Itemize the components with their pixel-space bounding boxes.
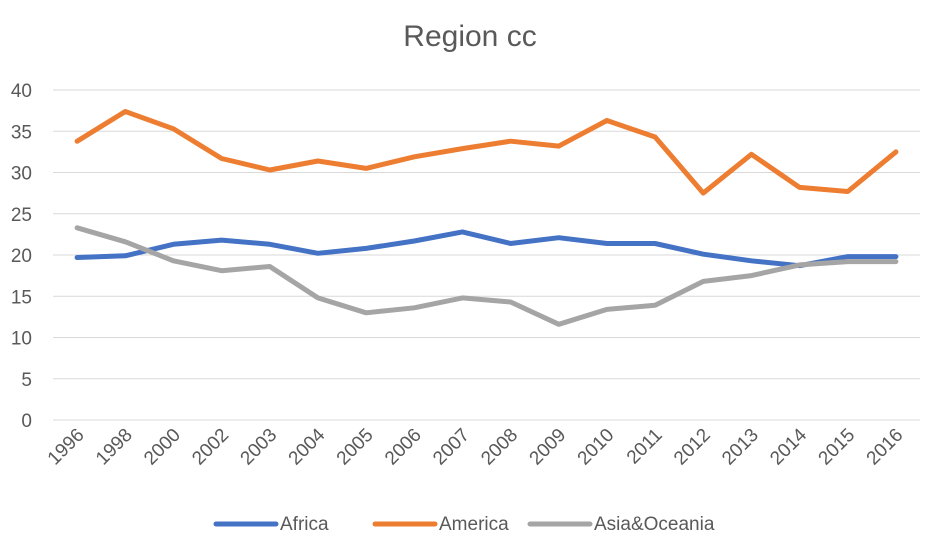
x-tick-label: 2015 [815, 425, 860, 470]
y-tick-label: 40 [11, 81, 32, 102]
x-tick-label: 2005 [333, 425, 378, 470]
y-tick-label: 35 [11, 122, 32, 143]
x-tick-label: 2006 [381, 425, 426, 470]
x-tick-label: 2007 [429, 425, 474, 470]
x-tick-label: 2012 [670, 425, 715, 470]
x-tick-label: 2003 [237, 425, 282, 470]
series-line-america [74, 109, 899, 196]
series-line-asia-oceania [74, 225, 899, 327]
x-tick-label: 1996 [44, 425, 89, 470]
x-tick-label: 2002 [188, 425, 233, 470]
legend-item: America [372, 514, 509, 535]
y-tick-label: 0 [21, 411, 32, 432]
x-tick-label: 2014 [766, 424, 811, 469]
legend-label: America [439, 514, 509, 535]
x-tick-label: 2013 [718, 425, 763, 470]
x-tick-label: 2000 [140, 425, 185, 470]
legend-item: Asia&Oceania [527, 514, 715, 535]
x-tick-label: 2011 [623, 425, 667, 469]
x-tick-label: 2008 [477, 425, 522, 470]
y-tick-label: 10 [11, 329, 32, 350]
x-tick-label: 2004 [285, 424, 330, 469]
x-tick-label: 2016 [863, 425, 908, 470]
x-tick-label: 1998 [92, 425, 137, 470]
y-tick-label: 5 [21, 370, 32, 391]
series-line-africa [74, 229, 899, 269]
y-tick-label: 30 [11, 164, 32, 185]
x-axis-ticks: 1996 1998 2000 2002 2003 2004 2005 2006 2007 2008… [44, 424, 908, 469]
legend-label: Africa [280, 514, 329, 535]
y-tick-label: 20 [11, 246, 32, 267]
legend: Africa America Asia&Oceania [213, 514, 715, 535]
legend-item: Africa [213, 514, 329, 535]
y-tick-label: 15 [11, 287, 32, 308]
chart-title: Region cc [403, 20, 536, 53]
y-tick-label: 25 [11, 205, 32, 226]
legend-label: Asia&Oceania [594, 514, 715, 535]
gridlines [53, 89, 920, 421]
x-tick-label: 2009 [526, 425, 571, 470]
y-axis-ticks: 0 5 10 15 20 25 30 35 40 [11, 81, 32, 432]
series-lines [74, 109, 899, 327]
x-tick-label: 2010 [574, 425, 619, 470]
